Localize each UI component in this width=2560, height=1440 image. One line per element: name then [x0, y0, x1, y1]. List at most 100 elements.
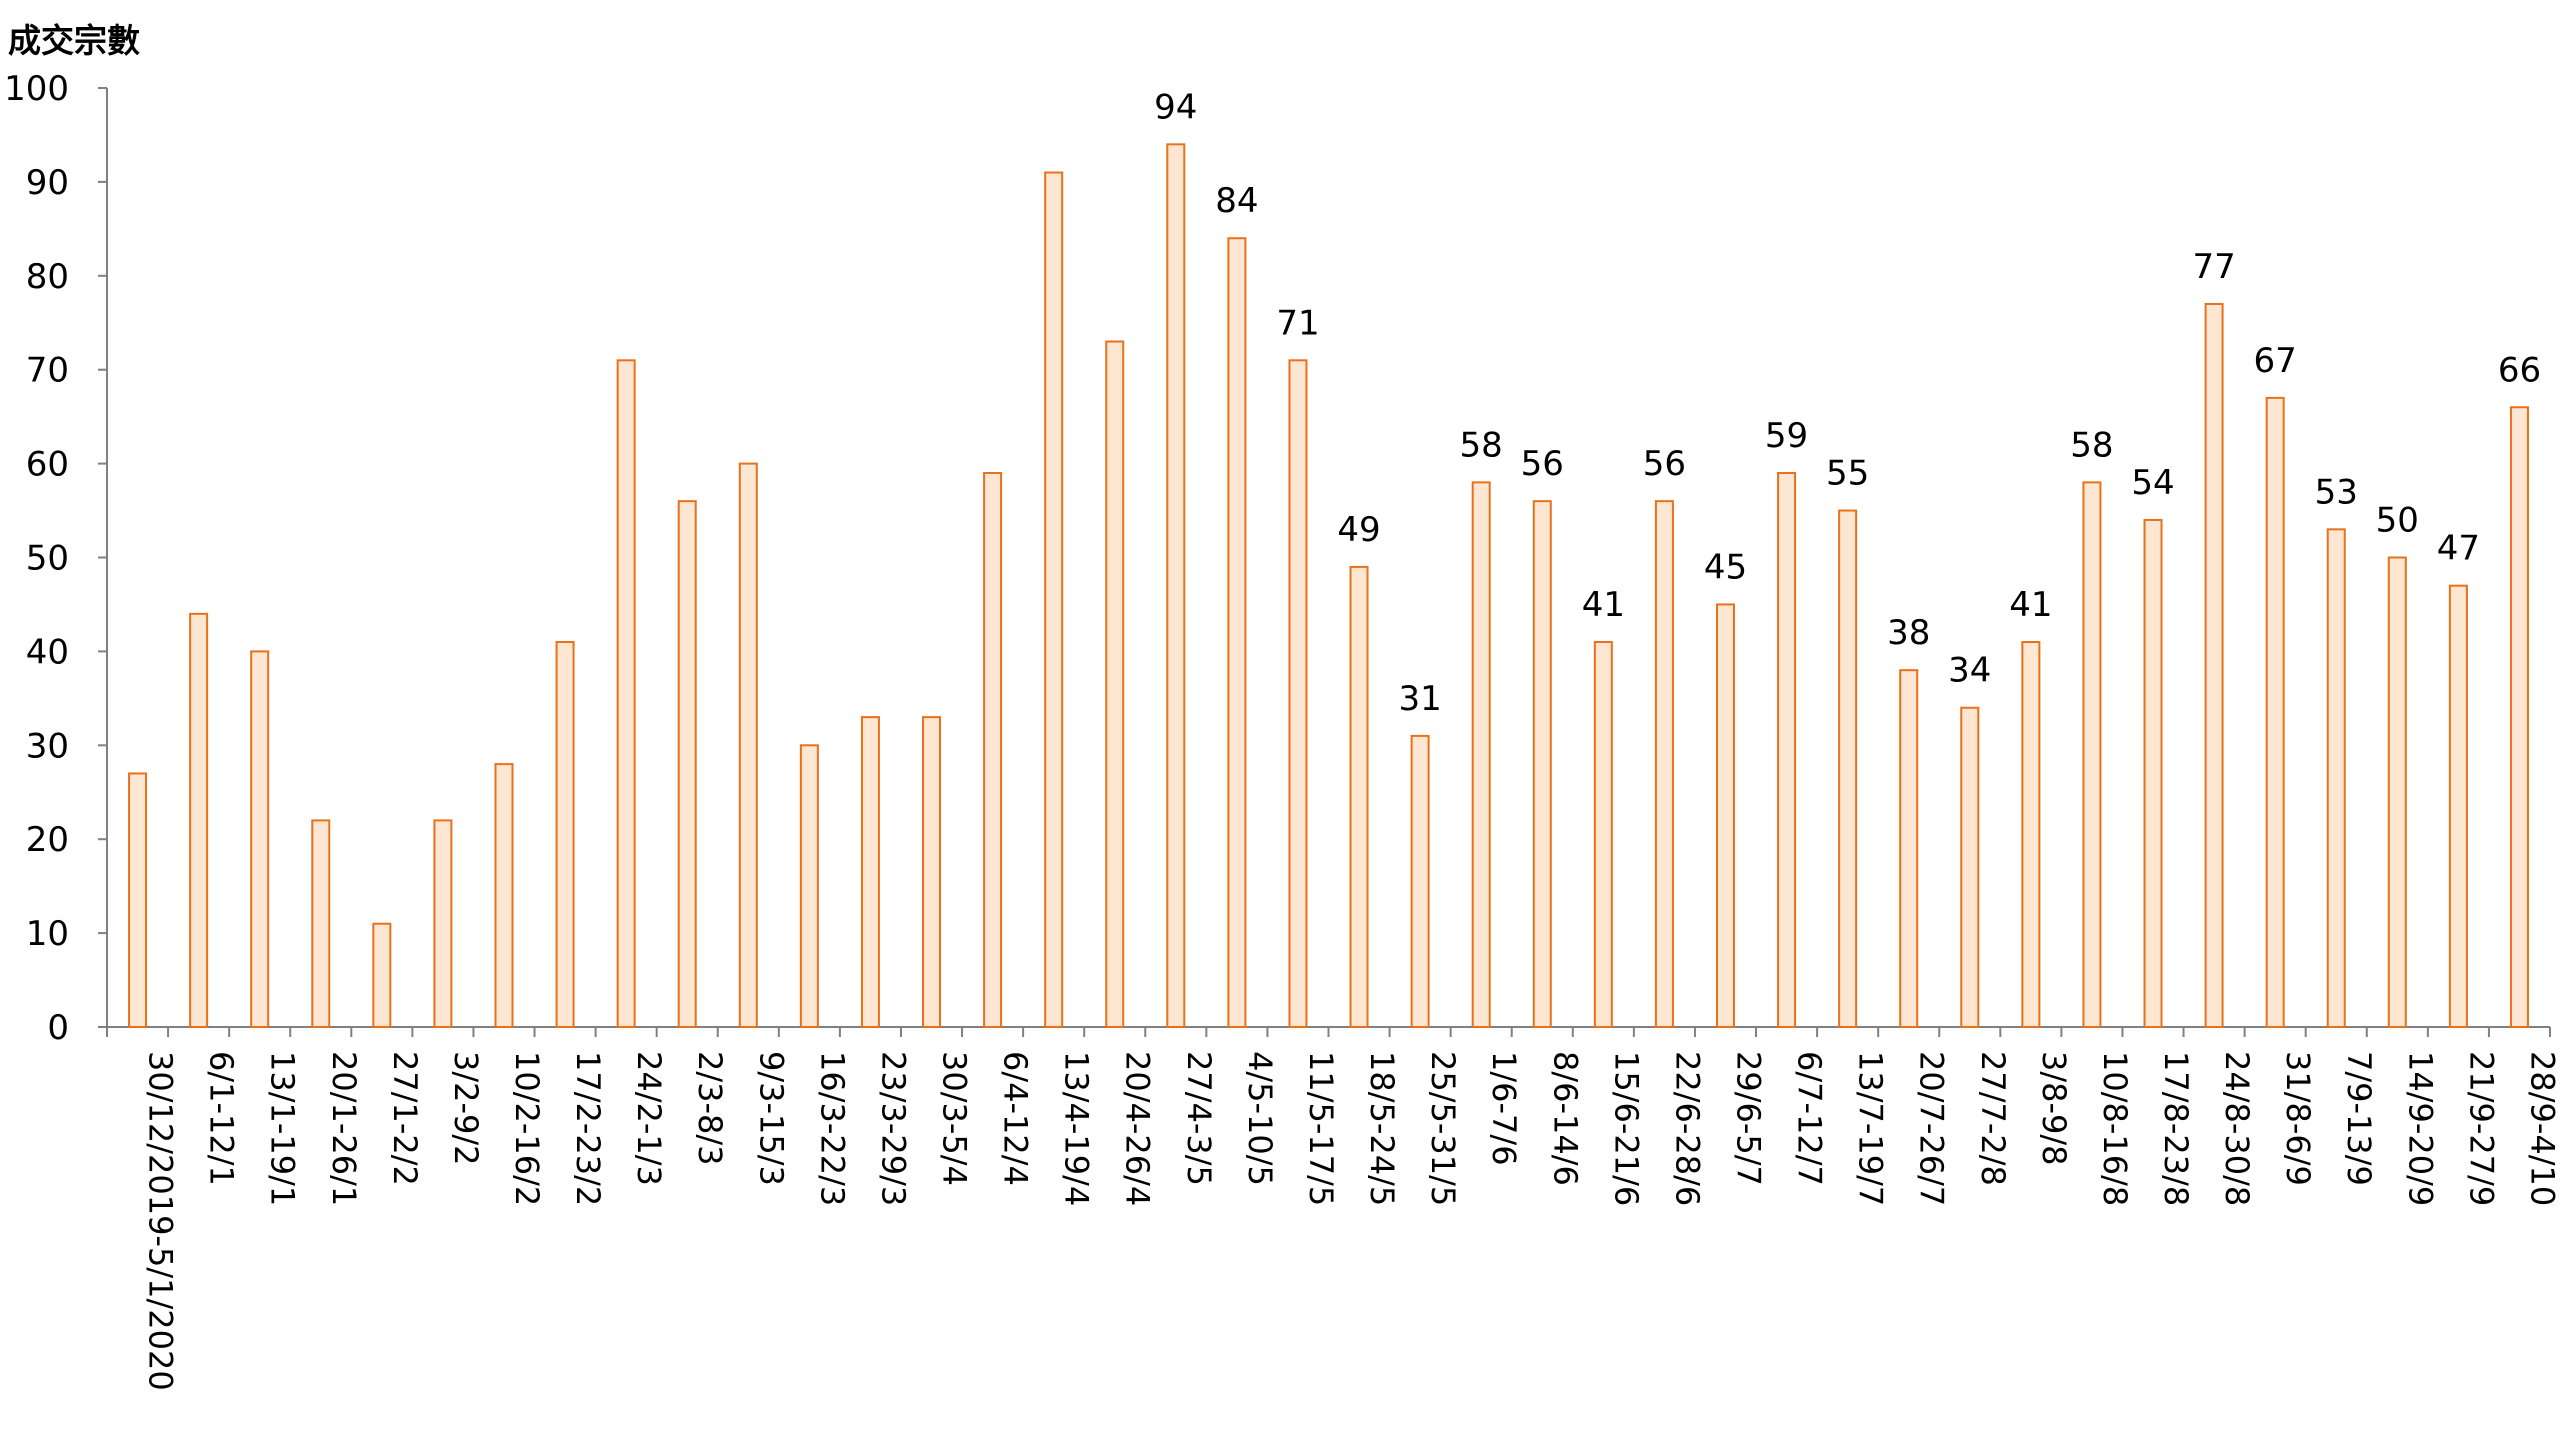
data-label: 54: [2131, 463, 2174, 503]
bar: [494, 763, 514, 1029]
x-tick-label: 23/3-29/3: [874, 1051, 912, 1206]
bar: [1227, 237, 1247, 1029]
x-tick-label: 31/8-6/9: [2279, 1051, 2317, 1186]
x-tick-label: 3/8-9/8: [2035, 1051, 2073, 1166]
y-tick-label: 100: [4, 69, 69, 109]
x-tick-label: 29/6-5/7: [1729, 1051, 1767, 1186]
bar: [1960, 706, 1980, 1028]
bar: [1654, 500, 1674, 1029]
data-label: 56: [1521, 444, 1564, 484]
bar: [860, 716, 880, 1028]
data-label: 71: [1276, 303, 1319, 343]
bar: [433, 819, 453, 1028]
x-tick-label: 7/9-13/9: [2340, 1051, 2378, 1186]
x-tick-label: 16/3-22/3: [813, 1051, 851, 1206]
data-label: 50: [2376, 501, 2419, 541]
bar: [2082, 481, 2102, 1028]
bar: [2326, 528, 2346, 1029]
bar: [2448, 584, 2468, 1028]
data-label: 53: [2315, 472, 2358, 512]
data-label: 58: [2070, 425, 2113, 465]
bar: [983, 471, 1003, 1028]
y-tick-label: 90: [26, 163, 69, 203]
y-tick-label: 70: [26, 351, 69, 391]
bar: [2265, 396, 2285, 1028]
bar: [555, 641, 575, 1028]
bar: [2204, 302, 2224, 1029]
data-label: 77: [2192, 247, 2235, 287]
x-tick-label: 17/8-23/8: [2157, 1051, 2195, 1206]
data-label: 41: [1582, 585, 1625, 625]
bar: [2021, 641, 2041, 1028]
data-label: 94: [1154, 87, 1197, 127]
x-tick-label: 13/4-19/4: [1058, 1051, 1096, 1206]
bar: [2143, 518, 2163, 1028]
bar: [1105, 340, 1125, 1028]
y-tick-label: 60: [26, 445, 69, 485]
data-label: 31: [1398, 679, 1441, 719]
bar: [616, 359, 636, 1028]
y-axis-title: 成交宗數: [8, 21, 140, 60]
y-tick-label: 30: [26, 726, 69, 766]
x-tick-label: 6/1-12/1: [203, 1051, 241, 1186]
y-tick-label: 40: [26, 632, 69, 672]
x-tick-label: 24/8-30/8: [2218, 1051, 2256, 1206]
x-tick-label: 14/9-20/9: [2401, 1051, 2439, 1206]
bar: [799, 744, 819, 1028]
x-tick-label: 1/6-7/6: [1485, 1051, 1523, 1166]
bar: [1288, 359, 1308, 1028]
x-tick-label: 30/3-5/4: [936, 1051, 974, 1186]
bar: [1410, 734, 1430, 1028]
bar: [1044, 171, 1064, 1028]
data-label: 58: [1460, 425, 1503, 465]
y-tick-label: 0: [47, 1008, 69, 1048]
x-tick-label: 6/4-12/4: [997, 1051, 1035, 1186]
x-tick-label: 13/7-19/7: [1852, 1051, 1890, 1206]
x-tick-label: 24/2-1/3: [630, 1051, 668, 1186]
x-tick-label: 30/12/2019-5/1/2020: [142, 1051, 180, 1391]
data-label: 47: [2437, 529, 2480, 569]
bar: [1715, 603, 1735, 1028]
data-label: 55: [1826, 454, 1869, 494]
bar: [250, 650, 270, 1029]
y-tick-label: 80: [26, 257, 69, 297]
data-label: 84: [1215, 181, 1258, 221]
x-tick-label: 15/6-21/6: [1607, 1051, 1645, 1206]
data-label: 56: [1643, 444, 1686, 484]
x-tick-label: 20/4-26/4: [1119, 1051, 1157, 1206]
x-tick-label: 22/6-28/6: [1668, 1051, 1706, 1206]
data-label: 49: [1337, 510, 1380, 550]
bar: [1593, 641, 1613, 1028]
x-tick-label: 4/5-10/5: [1241, 1051, 1279, 1186]
x-tick-label: 27/4-3/5: [1180, 1051, 1218, 1186]
x-tick-label: 25/5-31/5: [1424, 1051, 1462, 1206]
bar: [311, 819, 331, 1028]
x-tick-label: 18/5-24/5: [1363, 1051, 1401, 1206]
x-tick-label: 28/9-4/10: [2523, 1051, 2560, 1206]
x-tick-label: 6/7-12/7: [1791, 1051, 1829, 1186]
bar: [189, 612, 209, 1029]
bar: [738, 462, 758, 1029]
x-tick-label: 8/6-14/6: [1546, 1051, 1584, 1186]
x-tick-label: 17/2-23/2: [569, 1051, 607, 1206]
bar: [1471, 481, 1491, 1028]
bar: [2509, 406, 2529, 1028]
x-tick-label: 9/3-15/3: [752, 1051, 790, 1186]
x-tick-label: 10/2-16/2: [508, 1051, 546, 1206]
x-tick-label: 2/3-8/3: [691, 1051, 729, 1166]
bar: [1777, 471, 1797, 1028]
x-tick-label: 3/2-9/2: [447, 1051, 485, 1166]
data-label: 34: [1948, 651, 1991, 691]
bar: [372, 922, 392, 1029]
x-tick-label: 20/7-26/7: [1913, 1051, 1951, 1206]
y-tick-label: 10: [26, 914, 69, 954]
data-label: 59: [1765, 416, 1808, 456]
data-label: 45: [1704, 547, 1747, 587]
x-tick-label: 10/8-16/8: [2096, 1051, 2134, 1206]
x-tick-label: 27/7-2/8: [1974, 1051, 2012, 1186]
bar: [2387, 556, 2407, 1028]
data-label: 41: [2009, 585, 2052, 625]
bar: [128, 772, 148, 1028]
data-label: 66: [2498, 350, 2541, 390]
